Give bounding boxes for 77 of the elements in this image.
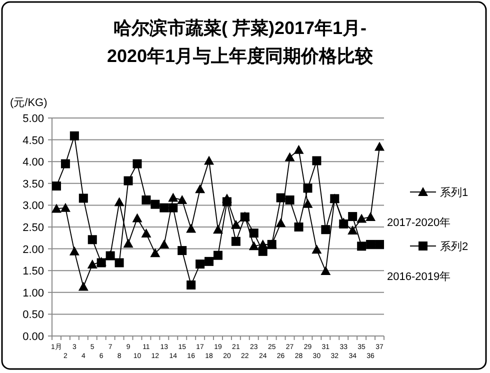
point — [374, 142, 385, 151]
y-tick-label: 1.00 — [22, 287, 44, 300]
point — [159, 239, 170, 248]
point — [204, 256, 214, 266]
y-axis-title: (元/KG) — [10, 97, 48, 109]
point — [52, 182, 61, 191]
point — [366, 212, 376, 221]
y-tick-label: 0.00 — [22, 331, 44, 343]
chart-title: 哈尔滨市蔬菜( 芹菜)2017年1月-2020年1月与上年度同期价格比较 — [106, 18, 374, 66]
y-tick-label: 4.50 — [22, 134, 44, 147]
point — [348, 225, 358, 234]
point — [348, 212, 358, 222]
point — [366, 240, 376, 249]
point — [204, 156, 214, 165]
y-tick-label: 0.50 — [22, 309, 44, 322]
point — [160, 203, 169, 212]
point — [302, 198, 313, 208]
point — [258, 239, 268, 248]
y-tick-label: 2.50 — [22, 222, 44, 234]
point — [88, 235, 97, 244]
y-tick-label: 4.00 — [22, 156, 44, 169]
point — [294, 222, 304, 232]
point — [60, 159, 70, 168]
point — [303, 184, 312, 193]
point — [60, 202, 70, 212]
point — [276, 193, 286, 202]
point — [70, 131, 79, 140]
point — [213, 224, 223, 234]
point — [124, 176, 133, 186]
point — [114, 258, 124, 268]
point — [312, 156, 322, 166]
point — [320, 266, 331, 276]
point — [321, 225, 330, 234]
point — [150, 248, 160, 258]
point — [132, 159, 142, 168]
point — [150, 200, 160, 209]
point — [186, 280, 196, 290]
point — [249, 228, 258, 238]
point — [196, 260, 205, 269]
point — [177, 194, 188, 204]
point — [69, 246, 80, 256]
y-tick-label: 1.50 — [22, 266, 44, 278]
point — [375, 240, 384, 249]
y-tick-label: 5.00 — [22, 113, 44, 125]
legend-label: 系列2 — [440, 240, 468, 253]
point — [78, 282, 88, 291]
point — [168, 192, 178, 202]
point — [186, 224, 196, 233]
point — [312, 244, 322, 254]
point — [294, 144, 304, 154]
point — [141, 228, 152, 238]
point — [356, 214, 367, 223]
point — [195, 184, 206, 194]
point — [142, 195, 151, 204]
point — [214, 250, 222, 260]
point — [285, 195, 294, 204]
y-tick-label: 3.00 — [22, 200, 44, 212]
point — [51, 204, 62, 213]
legend-label: 系列1 — [440, 186, 468, 199]
point — [248, 241, 259, 250]
point — [132, 213, 142, 222]
point — [222, 194, 232, 203]
point — [168, 203, 178, 212]
text: 2016-2019年 — [387, 271, 451, 283]
point — [78, 194, 88, 203]
point — [231, 236, 240, 246]
point — [284, 152, 295, 162]
point — [87, 259, 98, 268]
point — [114, 197, 124, 206]
point — [178, 246, 187, 256]
y-tick-label: 3.50 — [22, 178, 44, 190]
point — [357, 242, 366, 251]
y-tick-label: 2.00 — [22, 244, 44, 256]
point — [123, 238, 134, 248]
point — [276, 218, 286, 228]
point — [230, 220, 241, 229]
text: 2017-2020年 — [387, 217, 451, 229]
